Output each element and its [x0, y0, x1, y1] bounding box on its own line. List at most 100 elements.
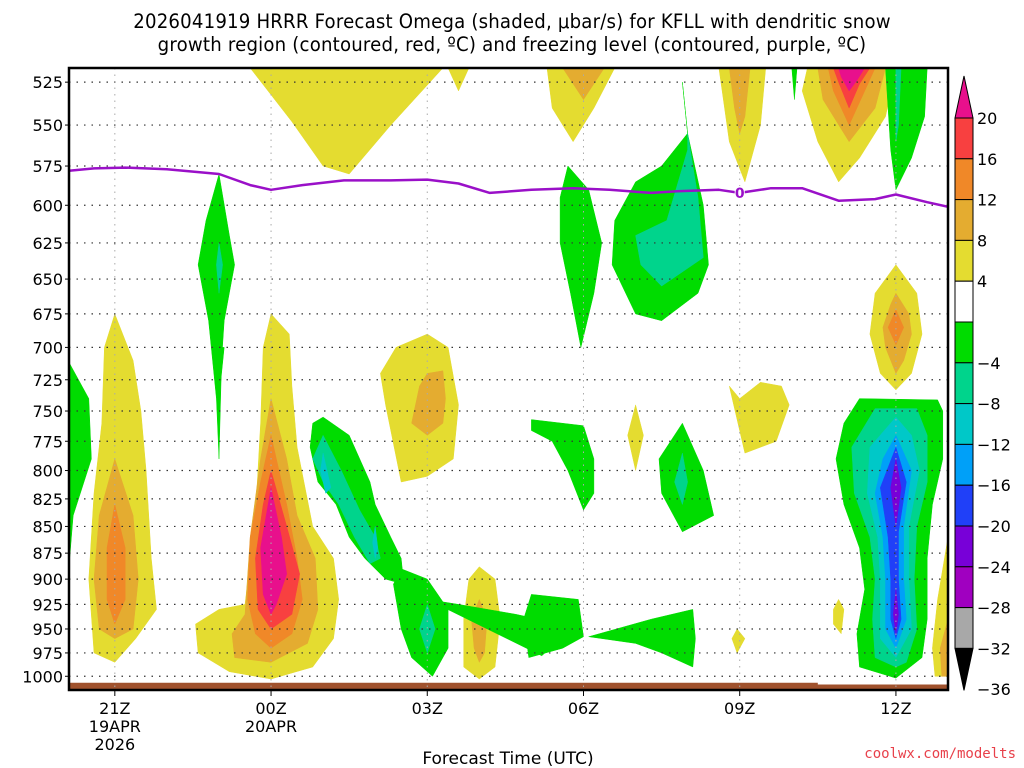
y-tick-label-875: 875 [32, 544, 63, 563]
colorbar-label-11: −28 [977, 599, 1011, 618]
y-tick-label-525: 525 [32, 73, 63, 92]
omega-region-49 [674, 452, 688, 505]
omega-region-11 [729, 382, 790, 454]
omega-region-27 [627, 404, 644, 471]
colorbar-box-5 [954, 280, 974, 323]
colorbar-box-12 [954, 566, 974, 609]
colorbar-arrow-top [954, 75, 974, 119]
y-tick-label-650: 650 [32, 270, 63, 289]
colorbar-box-11 [954, 525, 974, 568]
omega-region-51 [523, 594, 584, 658]
y-tick-label-1000: 1000 [22, 667, 63, 686]
colorbar-label-1: 16 [977, 150, 997, 169]
omega-region-61 [890, 458, 902, 527]
x-tick-label-19APR: 19APR [89, 717, 141, 736]
credit-link[interactable]: coolwx.com/modelts [864, 746, 1016, 762]
colorbar-box-8 [954, 403, 974, 445]
colorbar-box-10 [954, 484, 974, 527]
y-tick-label-675: 675 [32, 305, 63, 324]
omega-region-0 [249, 68, 444, 175]
y-tick-label-825: 825 [32, 490, 63, 509]
y-tick-label-975: 975 [32, 644, 63, 663]
x-tick-label-03Z: 03Z [412, 699, 443, 718]
omega-region-2 [546, 68, 615, 142]
colorbar-arrow-bottom [954, 647, 974, 691]
y-tick-label-850: 850 [32, 517, 63, 536]
omega-region-44 [559, 165, 602, 348]
colorbar-box-3 [954, 199, 974, 241]
x-tick-label-06Z: 06Z [568, 699, 599, 718]
omega-region-35 [69, 361, 92, 570]
omega-region-1 [447, 68, 470, 92]
omega-region-10 [838, 68, 865, 92]
y-tick-label-625: 625 [32, 234, 63, 253]
colorbar-label-3: 8 [977, 231, 987, 250]
colorbar-box-9 [954, 443, 974, 486]
omega-region-47 [635, 133, 704, 287]
y-tick-label-600: 600 [32, 196, 63, 215]
x-tick-label-21Z: 21Z [99, 699, 130, 718]
colorbar-label-10: −24 [977, 558, 1011, 577]
plot-frame [67, 66, 950, 692]
colorbar-box-7 [954, 362, 974, 405]
colorbar-label-5: −4 [977, 354, 1001, 373]
omega-region-32 [197, 173, 235, 460]
omega-region-55 [791, 68, 798, 100]
colorbar-box-2 [954, 158, 974, 201]
freezing-level-contour: 0 [69, 166, 948, 209]
omega-region-33 [216, 242, 223, 294]
x-tick-label-09Z: 09Z [724, 699, 755, 718]
y-tick-label-950: 950 [32, 620, 63, 639]
colorbar-label-9: −20 [977, 517, 1011, 536]
omega-region-17 [106, 504, 126, 625]
ground-layer [69, 682, 948, 690]
y-tick-label-775: 775 [32, 432, 63, 451]
colorbar-label-7: −12 [977, 435, 1011, 454]
omega-region-3 [562, 68, 605, 100]
omega-region-36 [11, 373, 58, 537]
y-tick-label-750: 750 [32, 402, 63, 421]
omega-shaded-regions [11, 68, 948, 680]
omega-region-42 [393, 568, 449, 677]
y-tick-label-900: 900 [32, 570, 63, 589]
plot-area [69, 68, 948, 690]
x-axis-label: Forecast Time (UTC) [422, 749, 593, 768]
colorbar-label-6: −8 [977, 395, 1001, 414]
omega-region-14 [887, 309, 904, 346]
freezing-level-label: 0 [735, 186, 745, 202]
y-tick-label-700: 700 [32, 338, 63, 357]
colorbar-box-4 [954, 239, 974, 282]
omega-region-52 [588, 609, 696, 668]
omega-region-31 [939, 618, 948, 677]
colorbar-label-2: 12 [977, 191, 997, 210]
y-tick-label-925: 925 [32, 595, 63, 614]
colorbar-box-13 [954, 607, 974, 649]
colorbar-box-6 [954, 321, 974, 364]
freezing-level-line [69, 166, 948, 209]
colorbar-label-0: 20 [977, 109, 997, 128]
omega-region-41 [372, 526, 379, 559]
y-tick-label-725: 725 [32, 371, 63, 390]
y-tick-label-800: 800 [32, 462, 63, 481]
ground-fill [69, 682, 948, 690]
omega-region-40 [320, 452, 332, 494]
x-tick-label-20APR: 20APR [245, 717, 297, 736]
colorbar-label-4: 4 [977, 272, 987, 291]
x-tick-label-00Z: 00Z [255, 699, 286, 718]
colorbar-label-13: −36 [977, 680, 1011, 699]
y-tick-label-575: 575 [32, 157, 63, 176]
freezing-level-label-bg [734, 185, 745, 200]
colorbar-label-12: −32 [977, 639, 1011, 658]
y-tick-label-550: 550 [32, 116, 63, 135]
colorbar-label-8: −16 [977, 476, 1011, 495]
omega-region-24 [411, 370, 446, 436]
chart-title-line-1: 2026041919 HRRR Forecast Omega (shaded, … [133, 10, 891, 33]
colorbar-box-1 [954, 117, 974, 160]
omega-region-54 [895, 68, 902, 142]
omega-region-22 [260, 487, 287, 615]
colorbar-legend: 20 16 12 8 4 −4 −8 −12 −16 −20 −24 −28 −32 −36 [954, 75, 1011, 699]
omega-region-29 [833, 599, 845, 635]
y-axis: 525 550 575 600 625 650 675 700 725 750 775 800 825 8… [22, 73, 69, 686]
